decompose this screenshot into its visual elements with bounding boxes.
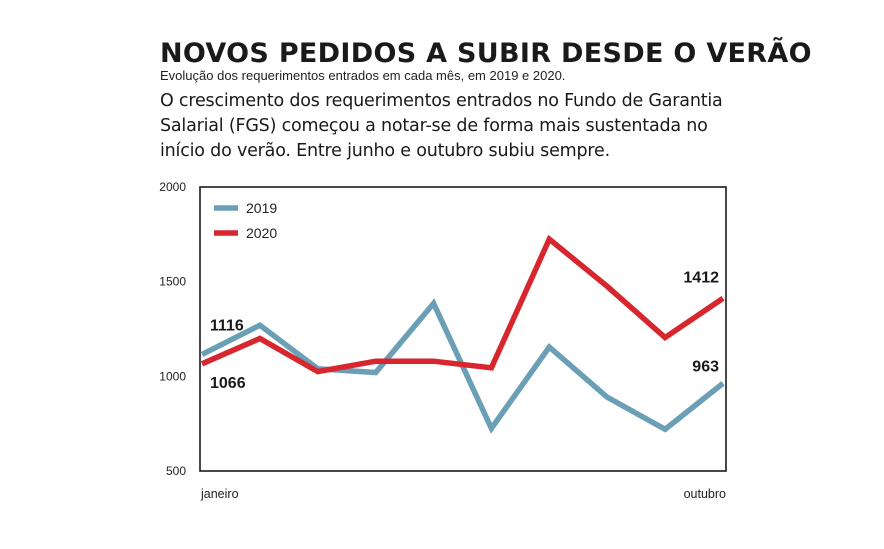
y-tick-label: 500 (166, 464, 186, 478)
plot-frame (199, 186, 727, 472)
y-tick-label: 1500 (159, 275, 186, 289)
x-axis: janeiro outubro (200, 487, 726, 501)
y-tick-label: 2000 (159, 180, 186, 194)
legend-label-2019: 2019 (246, 200, 277, 216)
y-axis: 500 1000 1500 2000 (159, 180, 186, 478)
data-label: 963 (692, 358, 719, 375)
chart-lead-text: O crescimento dos requerimentos entrados… (160, 91, 723, 161)
data-label: 1066 (210, 375, 246, 392)
legend-label-2020: 2020 (246, 225, 277, 241)
y-tick-label: 1000 (159, 369, 186, 383)
series-line-2020 (200, 234, 725, 375)
chart-title: NOVOS PEDIDOS A SUBIR DESDE O VERÃO (160, 38, 812, 69)
data-label: 1116 (210, 317, 244, 334)
data-labels: 1116 1066 1412 963 (210, 269, 719, 392)
chart-subtitle: Evolução dos requerimentos entrados em c… (160, 68, 566, 83)
series-lines (200, 234, 725, 434)
legend: 2019 2020 (214, 200, 277, 241)
x-tick-label: janeiro (200, 487, 239, 501)
x-tick-label: outubro (684, 487, 726, 501)
data-label: 1412 (683, 269, 719, 286)
